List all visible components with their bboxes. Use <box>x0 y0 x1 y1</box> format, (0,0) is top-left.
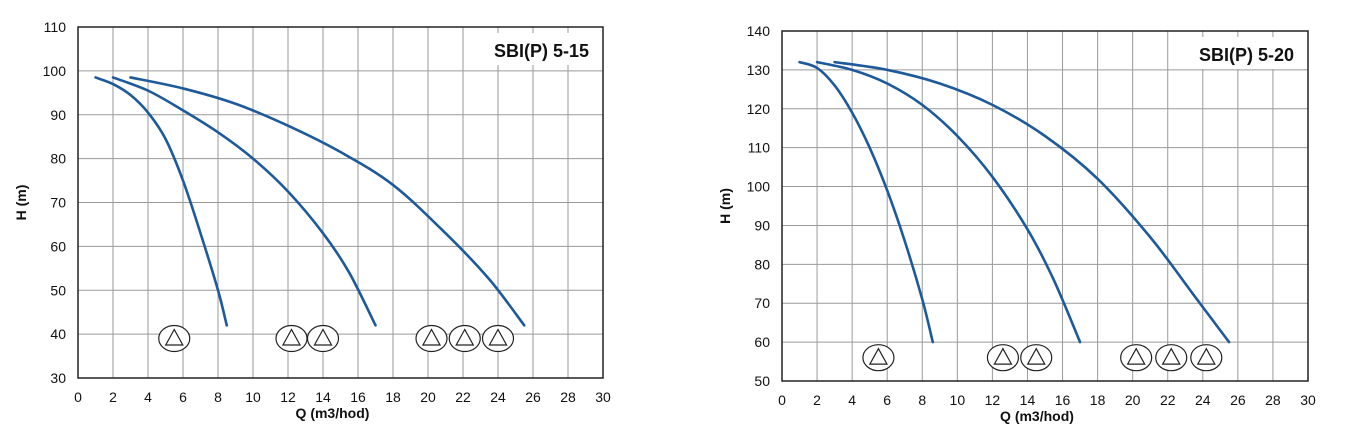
chart-title: SBI(P) 5-15 <box>494 41 589 61</box>
y-tick-label: 120 <box>747 101 771 117</box>
stage-marker-triangle <box>421 328 442 346</box>
x-tick-label: 4 <box>848 392 856 408</box>
stage-marker-triangle <box>1026 347 1046 365</box>
x-tick-label: 22 <box>1160 392 1176 408</box>
stage-marker-triangle <box>488 328 508 346</box>
x-tick-label: 28 <box>1265 392 1281 408</box>
performance-curve-3-stage <box>129 76 526 327</box>
stage-marker-triangle <box>868 347 889 365</box>
performance-curve-2-stage <box>111 76 377 327</box>
x-tick-label: 12 <box>280 389 296 405</box>
y-tick-label: 50 <box>754 373 770 389</box>
chart-title: SBI(P) 5-20 <box>1199 45 1294 65</box>
stage-marker-icon <box>306 324 340 353</box>
stage-marker-icon <box>481 324 515 353</box>
performance-curve-2-stage <box>815 60 1082 344</box>
x-tick-label: 16 <box>1055 392 1071 408</box>
stage-marker-triangle <box>313 328 333 346</box>
chart-title-background <box>473 33 595 65</box>
x-tick-label: 18 <box>1090 392 1106 408</box>
x-tick-label: 4 <box>144 389 152 405</box>
x-axis-title: Q (m3/hod) <box>296 405 370 421</box>
x-tick-label: 2 <box>813 392 821 408</box>
x-tick-label: 18 <box>385 389 401 405</box>
x-tick-label: 0 <box>74 389 82 405</box>
stage-marker-icon <box>448 324 481 353</box>
stage-marker-icon <box>275 324 308 353</box>
chart-title-background <box>1178 37 1300 69</box>
y-tick-label: 30 <box>50 370 66 386</box>
performance-curve-1-stage <box>94 76 229 327</box>
stage-marker-icon <box>158 324 191 353</box>
stage-marker-triangle <box>1126 347 1146 365</box>
y-tick-label: 60 <box>50 238 66 254</box>
y-tick-label: 110 <box>44 19 67 35</box>
x-tick-label: 30 <box>1300 392 1316 408</box>
stage-marker-icon <box>862 344 895 372</box>
chart-sbi-5-20: 0 2 4 6 8 10 12 14 16 18 20 22 24 26 28 305060708090100… <box>717 23 1316 424</box>
stage-marker-icon <box>1020 344 1053 372</box>
x-tick-label: 6 <box>883 392 891 408</box>
x-tick-label: 28 <box>560 389 576 405</box>
y-tick-label: 130 <box>747 62 771 78</box>
y-tick-label: 90 <box>50 107 66 123</box>
x-tick-label: 14 <box>1020 392 1036 408</box>
y-tick-label: 80 <box>754 256 770 272</box>
x-tick-label: 26 <box>1230 392 1246 408</box>
x-tick-label: 30 <box>595 389 611 405</box>
x-tick-label: 24 <box>490 389 506 405</box>
y-tick-label: 70 <box>50 195 66 211</box>
x-tick-label: 0 <box>778 392 786 408</box>
performance-curve-3-stage <box>833 60 1231 344</box>
plot-frame <box>77 26 604 379</box>
x-tick-label: 10 <box>245 389 261 405</box>
y-tick-label: 40 <box>50 326 66 342</box>
stage-marker-triangle <box>455 328 475 346</box>
stage-marker-icon <box>986 344 1020 372</box>
x-tick-label: 24 <box>1195 392 1211 408</box>
chart-sbi-5-15: 0 2 4 6 8 10 12 14 16 18 20 22 24 26 28 303040506070809… <box>13 19 611 421</box>
x-axis-title: Q (m3/hod) <box>1000 408 1074 424</box>
x-tick-label: 2 <box>109 389 117 405</box>
y-axis-title: H (m) <box>717 188 733 224</box>
y-tick-label: 100 <box>43 63 67 79</box>
stage-marker-icon <box>1190 344 1223 372</box>
y-tick-label: 100 <box>747 179 771 195</box>
x-tick-label: 20 <box>1125 392 1141 408</box>
stage-marker-triangle <box>1196 347 1216 365</box>
x-tick-label: 22 <box>455 389 471 405</box>
x-tick-label: 12 <box>985 392 1001 408</box>
stage-marker-triangle <box>1161 347 1181 365</box>
x-tick-label: 26 <box>525 389 541 405</box>
x-tick-label: 8 <box>214 389 222 405</box>
x-tick-label: 16 <box>350 389 366 405</box>
y-tick-label: 80 <box>50 151 66 167</box>
y-tick-label: 110 <box>748 140 771 156</box>
stage-marker-icon <box>1155 344 1188 372</box>
y-tick-label: 50 <box>50 282 66 298</box>
stage-marker-icon <box>415 324 448 353</box>
plot-frame <box>781 30 1309 382</box>
stage-marker-triangle <box>993 347 1013 365</box>
stage-marker-triangle <box>164 328 184 346</box>
y-tick-label: 90 <box>754 217 770 233</box>
y-tick-label: 70 <box>754 295 770 311</box>
x-tick-label: 14 <box>315 389 331 405</box>
x-tick-label: 10 <box>950 392 966 408</box>
x-tick-label: 6 <box>179 389 187 405</box>
x-tick-label: 8 <box>918 392 926 408</box>
x-tick-label: 20 <box>420 389 436 405</box>
performance-curve-1-stage <box>798 60 935 344</box>
y-tick-label: 140 <box>747 23 771 39</box>
stage-marker-icon <box>1120 344 1153 372</box>
y-tick-label: 60 <box>754 334 770 350</box>
y-axis-title: H (m) <box>13 185 29 221</box>
stage-marker-triangle <box>281 328 302 346</box>
